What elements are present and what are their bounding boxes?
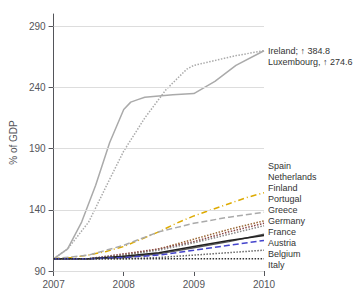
svg-text:140: 140 [29,204,46,215]
svg-text:Luxembourg, ↑ 274.6: Luxembourg, ↑ 274.6 [268,57,353,67]
svg-text:2009: 2009 [183,279,206,290]
svg-text:Netherlands: Netherlands [268,172,317,182]
svg-text:Austria: Austria [268,238,296,248]
svg-text:190: 190 [29,143,46,154]
svg-text:Italy: Italy [268,260,285,270]
svg-text:2007: 2007 [42,279,65,290]
svg-text:France: France [268,227,296,237]
svg-text:Ireland; ↑ 384.8: Ireland; ↑ 384.8 [268,46,330,56]
svg-text:Germany: Germany [268,216,306,226]
svg-text:90: 90 [34,266,46,277]
svg-text:Portugal: Portugal [268,194,302,204]
svg-text:2010: 2010 [253,279,276,290]
svg-text:290: 290 [29,21,46,32]
svg-text:Finland: Finland [268,183,298,193]
svg-text:Spain: Spain [268,161,291,171]
svg-text:Greece: Greece [268,205,298,215]
svg-text:2008: 2008 [113,279,136,290]
svg-text:Belgium: Belgium [268,249,301,259]
svg-text:% of GDP: % of GDP [8,120,19,165]
svg-text:240: 240 [29,82,46,93]
